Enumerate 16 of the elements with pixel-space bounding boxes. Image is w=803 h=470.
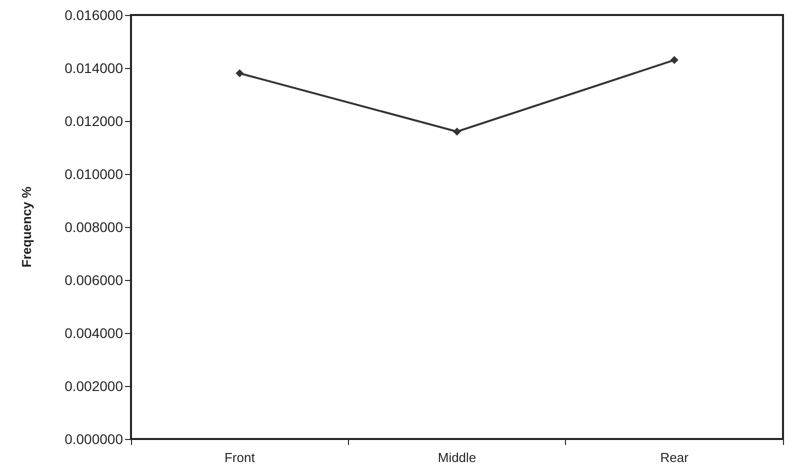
- x-tick-label: Middle: [438, 450, 476, 465]
- point: [453, 128, 461, 136]
- y-tick-label: 0.012000: [64, 113, 124, 129]
- y-tick-label: 0.010000: [64, 166, 124, 182]
- y-tick-label: 0.004000: [64, 325, 124, 341]
- y-tick-label: 0.016000: [64, 7, 124, 23]
- y-tick-label: 0.002000: [64, 378, 124, 394]
- point: [670, 56, 678, 64]
- y-axis-title: Frequency %: [19, 186, 34, 268]
- point: [236, 69, 244, 78]
- x-tick-label: Front: [224, 450, 256, 465]
- y-tick-label: 0.014000: [64, 60, 124, 76]
- x-tick-label: Rear: [660, 450, 690, 465]
- y-tick-label: 0.000000: [64, 431, 124, 447]
- y-tick-label: 0.008000: [64, 219, 124, 235]
- y-tick-label: 0.006000: [64, 272, 124, 288]
